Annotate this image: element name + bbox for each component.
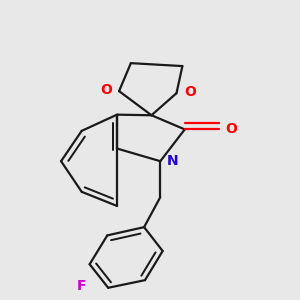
Text: O: O — [184, 85, 196, 99]
Text: N: N — [167, 154, 178, 168]
Text: F: F — [76, 279, 86, 293]
Text: O: O — [225, 122, 237, 136]
Text: O: O — [100, 82, 112, 97]
